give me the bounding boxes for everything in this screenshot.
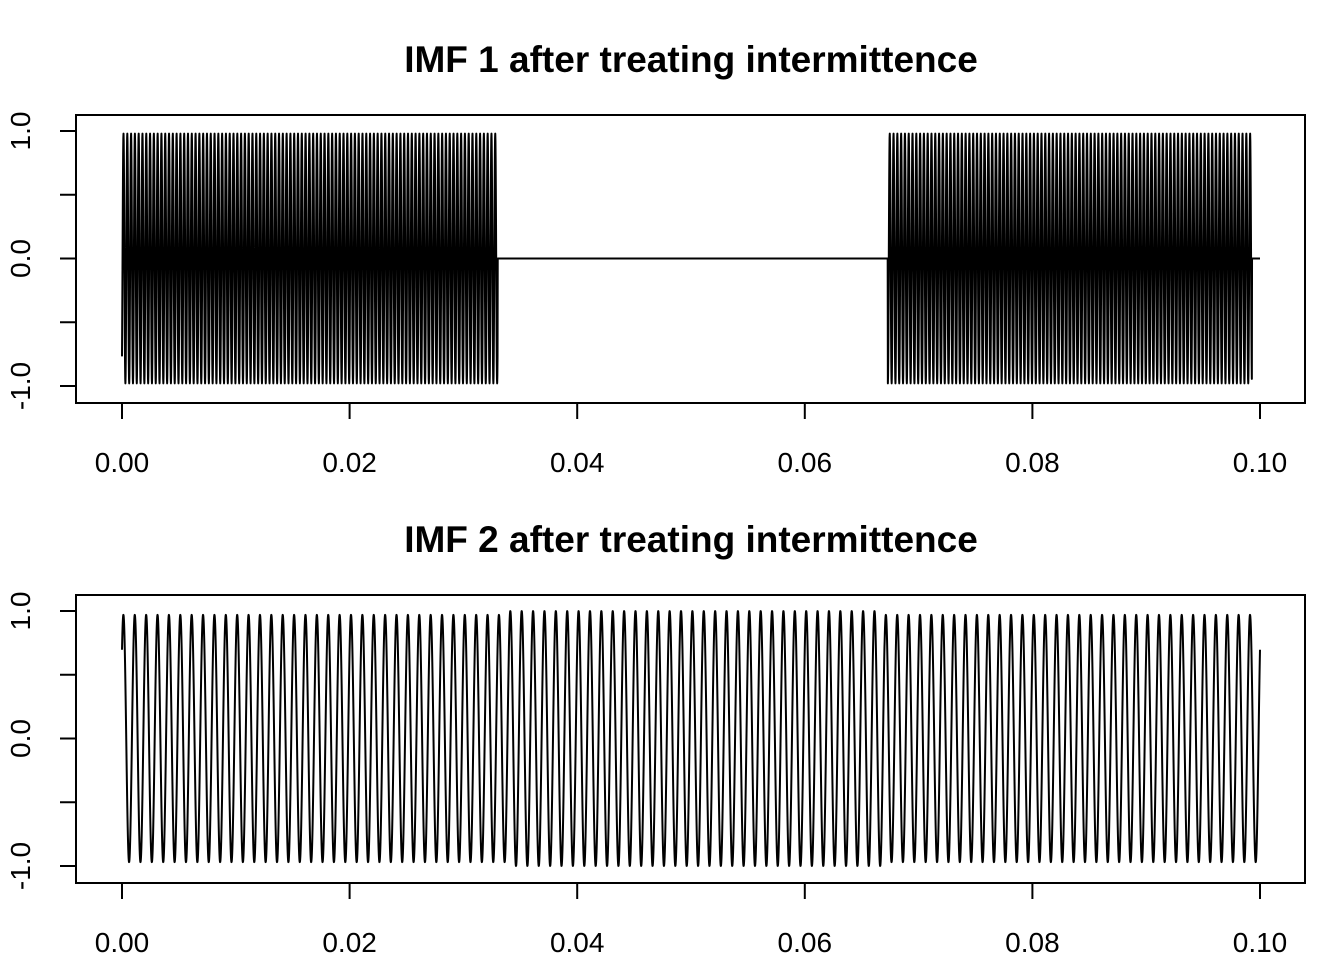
imf2-x-tick-label: 0.00	[95, 927, 150, 958]
imf1-x-tick-label: 0.10	[1233, 447, 1288, 478]
imf1-y-axis: -1.0 0.0 1.0	[5, 112, 77, 410]
imf2-y-axis: -1.0 0.0 1.0	[5, 592, 77, 890]
imf2-y-tick-label: -1.0	[5, 842, 36, 890]
imf1-x-tick-label: 0.00	[95, 447, 150, 478]
imf2-x-tick-label: 0.10	[1233, 927, 1288, 958]
imf2-y-tick-label: 1.0	[5, 592, 36, 631]
imf2-series-line	[121, 610, 1261, 867]
imf2-x-tick-label: 0.06	[778, 927, 833, 958]
imf1-x-tick-label: 0.02	[322, 447, 377, 478]
imf1-series-line	[121, 132, 1261, 385]
imf1-x-axis: 0.00 0.02 0.04 0.06 0.08 0.10	[95, 402, 1288, 478]
imf1-y-tick-label: -1.0	[5, 362, 36, 410]
imf1-x-tick-label: 0.04	[550, 447, 605, 478]
imf1-title: IMF 1 after treating intermittence	[404, 39, 978, 80]
imf2-panel: IMF 2 after treating intermittence 0.00 0…	[5, 519, 1306, 958]
imf1-x-tick-label: 0.08	[1005, 447, 1060, 478]
imf2-x-axis: 0.00 0.02 0.04 0.06 0.08 0.10	[95, 882, 1288, 958]
imf2-x-tick-label: 0.04	[550, 927, 605, 958]
imf2-x-tick-label: 0.02	[322, 927, 377, 958]
imf2-title: IMF 2 after treating intermittence	[404, 519, 978, 560]
imf2-x-tick-label: 0.08	[1005, 927, 1060, 958]
imf1-y-tick-label: 1.0	[5, 112, 36, 151]
imf2-y-tick-label: 0.0	[5, 719, 36, 758]
imf1-y-tick-label: 0.0	[5, 239, 36, 278]
imf1-x-tick-label: 0.06	[778, 447, 833, 478]
imf1-panel: IMF 1 after treating intermittence 0.00 0…	[5, 39, 1306, 478]
